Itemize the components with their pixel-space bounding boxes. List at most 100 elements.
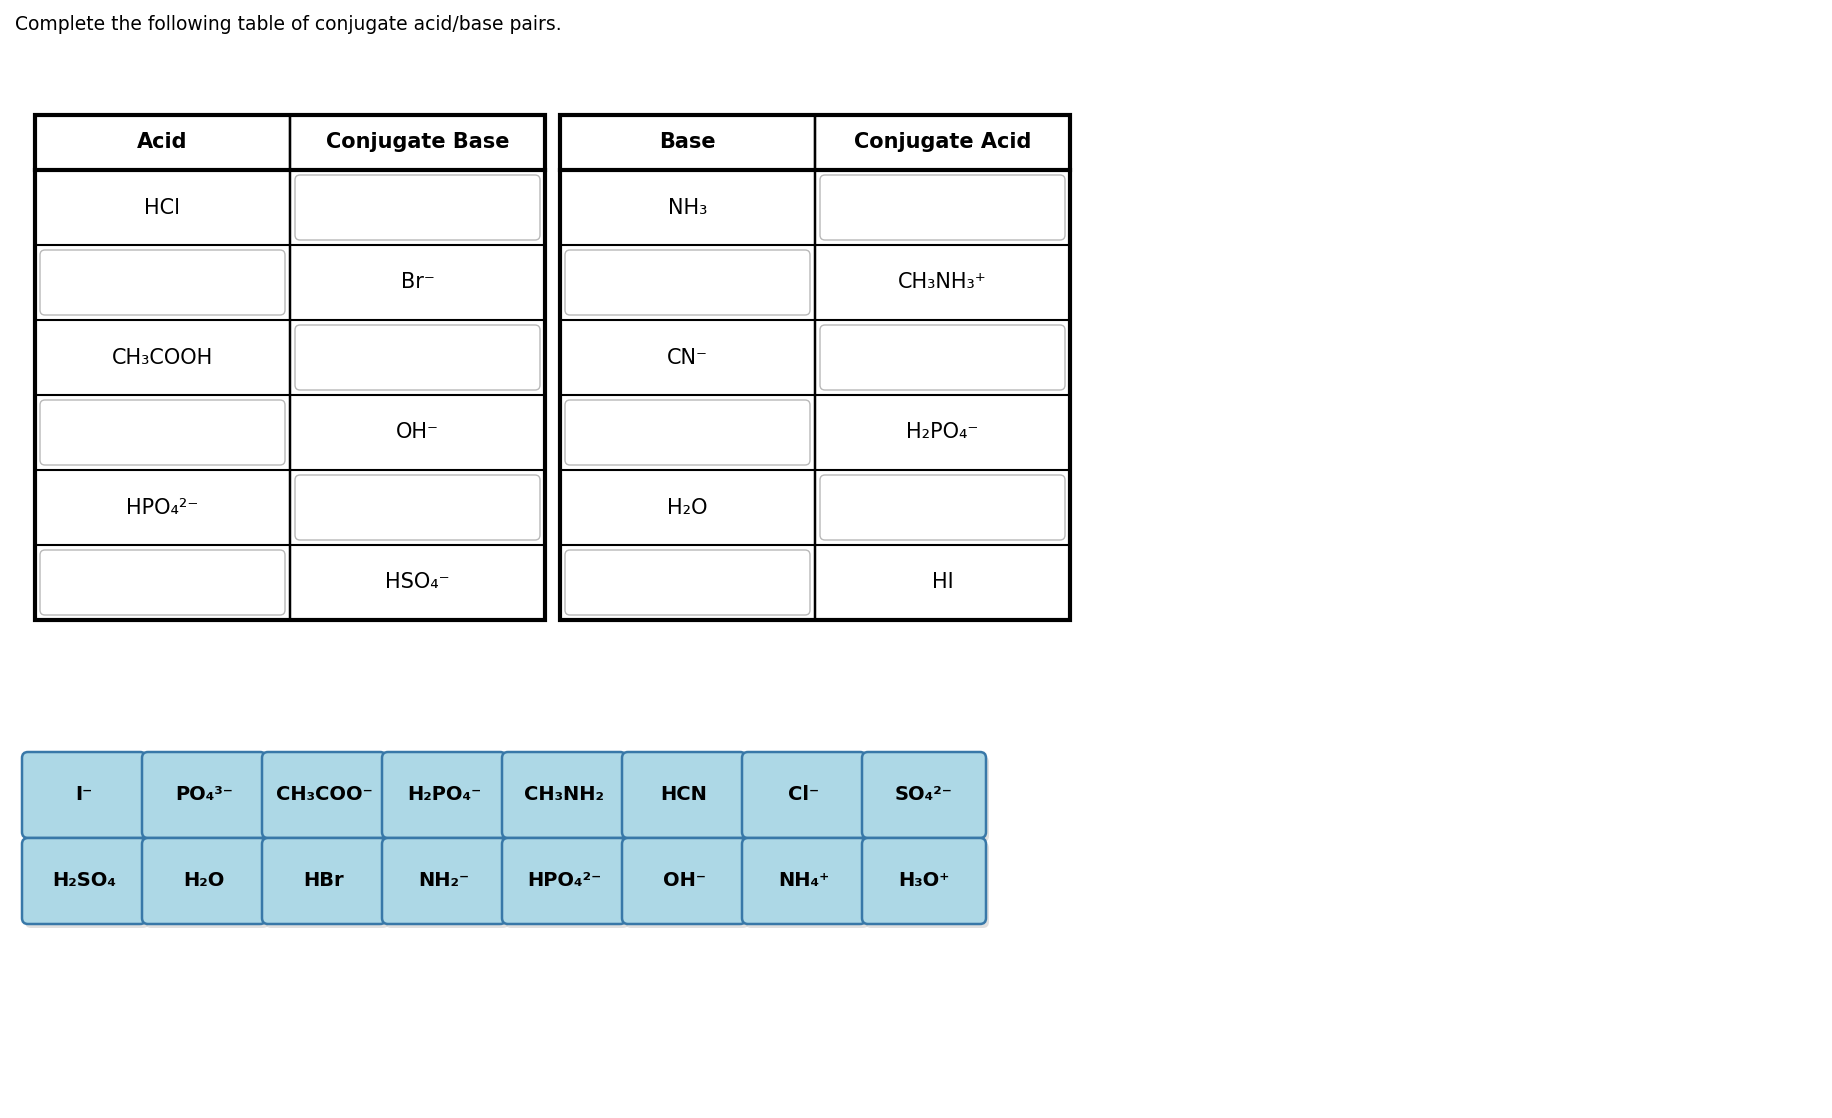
Text: NH₄⁺: NH₄⁺ [779, 872, 830, 891]
Text: H₂SO₄: H₂SO₄ [51, 872, 115, 891]
FancyBboxPatch shape [40, 250, 286, 315]
FancyBboxPatch shape [383, 838, 506, 923]
Text: H₃O⁺: H₃O⁺ [898, 872, 949, 891]
Text: CH₃COOH: CH₃COOH [112, 348, 213, 368]
Text: HPO₄²⁻: HPO₄²⁻ [126, 498, 198, 518]
FancyBboxPatch shape [865, 756, 989, 842]
FancyBboxPatch shape [40, 550, 286, 615]
FancyBboxPatch shape [26, 756, 148, 842]
Bar [35, 115, 544, 620]
FancyBboxPatch shape [863, 752, 986, 838]
Bar [35, 544, 289, 620]
FancyBboxPatch shape [22, 752, 147, 838]
Bar [561, 115, 815, 170]
FancyBboxPatch shape [502, 838, 627, 923]
Bar [561, 470, 815, 544]
FancyBboxPatch shape [385, 842, 509, 928]
Text: HCl: HCl [145, 198, 181, 218]
Text: Cl⁻: Cl⁻ [788, 786, 819, 805]
Bar [289, 170, 544, 245]
FancyBboxPatch shape [564, 550, 810, 615]
FancyBboxPatch shape [295, 475, 540, 540]
Bar [815, 320, 1070, 395]
FancyBboxPatch shape [262, 752, 387, 838]
Bar [35, 115, 544, 620]
Bar [35, 395, 289, 470]
FancyBboxPatch shape [821, 475, 1064, 540]
Text: H₂PO₄⁻: H₂PO₄⁻ [907, 423, 978, 443]
Text: HPO₄²⁻: HPO₄²⁻ [528, 872, 601, 891]
FancyBboxPatch shape [746, 756, 868, 842]
Bar [561, 395, 815, 470]
Bar [35, 170, 289, 245]
FancyBboxPatch shape [262, 838, 387, 923]
Bar [815, 395, 1070, 470]
FancyBboxPatch shape [143, 752, 266, 838]
Bar [289, 470, 544, 544]
Text: H₂PO₄⁻: H₂PO₄⁻ [407, 786, 482, 805]
FancyBboxPatch shape [865, 842, 989, 928]
FancyBboxPatch shape [145, 842, 269, 928]
Text: NH₂⁻: NH₂⁻ [418, 872, 469, 891]
Text: SO₄²⁻: SO₄²⁻ [896, 786, 953, 805]
Bar [35, 320, 289, 395]
Bar [561, 320, 815, 395]
Text: I⁻: I⁻ [75, 786, 93, 805]
FancyBboxPatch shape [623, 752, 746, 838]
Text: HBr: HBr [304, 872, 344, 891]
Bar [289, 395, 544, 470]
FancyBboxPatch shape [506, 756, 628, 842]
FancyBboxPatch shape [383, 752, 506, 838]
Text: H₂O: H₂O [183, 872, 225, 891]
FancyBboxPatch shape [266, 842, 388, 928]
FancyBboxPatch shape [742, 838, 867, 923]
FancyBboxPatch shape [502, 752, 627, 838]
Bar [561, 170, 815, 245]
FancyBboxPatch shape [742, 752, 867, 838]
Text: CH₃COO⁻: CH₃COO⁻ [275, 786, 372, 805]
Text: Br⁻: Br⁻ [401, 273, 434, 293]
Bar [561, 115, 1070, 620]
FancyBboxPatch shape [623, 838, 746, 923]
Text: Conjugate Base: Conjugate Base [326, 133, 509, 152]
Bar [815, 470, 1070, 544]
Text: PO₄³⁻: PO₄³⁻ [176, 786, 233, 805]
FancyBboxPatch shape [145, 756, 269, 842]
Text: Conjugate Acid: Conjugate Acid [854, 133, 1031, 152]
FancyBboxPatch shape [564, 400, 810, 465]
Text: Base: Base [660, 133, 716, 152]
Text: H₂O: H₂O [667, 498, 707, 518]
FancyBboxPatch shape [266, 756, 388, 842]
FancyBboxPatch shape [143, 838, 266, 923]
Bar [289, 245, 544, 320]
Bar [289, 544, 544, 620]
FancyBboxPatch shape [385, 756, 509, 842]
Text: Complete the following table of conjugate acid/base pairs.: Complete the following table of conjugat… [15, 15, 562, 34]
FancyBboxPatch shape [26, 842, 148, 928]
Text: CN⁻: CN⁻ [667, 348, 707, 368]
FancyBboxPatch shape [295, 325, 540, 390]
Bar [815, 170, 1070, 245]
FancyBboxPatch shape [863, 838, 986, 923]
Bar [35, 470, 289, 544]
FancyBboxPatch shape [625, 756, 749, 842]
Text: HI: HI [932, 572, 953, 593]
Bar [35, 245, 289, 320]
Bar [35, 115, 289, 170]
FancyBboxPatch shape [506, 842, 628, 928]
Bar [561, 245, 815, 320]
FancyBboxPatch shape [295, 176, 540, 240]
Bar [815, 115, 1070, 170]
FancyBboxPatch shape [821, 176, 1064, 240]
Text: NH₃: NH₃ [669, 198, 707, 218]
Bar [561, 115, 1070, 620]
Bar [815, 245, 1070, 320]
Bar [561, 544, 815, 620]
FancyBboxPatch shape [746, 842, 868, 928]
Text: CH₃NH₃⁺: CH₃NH₃⁺ [898, 273, 987, 293]
Text: Acid: Acid [137, 133, 187, 152]
FancyBboxPatch shape [821, 325, 1064, 390]
Bar [289, 115, 544, 170]
Bar [289, 320, 544, 395]
Text: CH₃NH₂: CH₃NH₂ [524, 786, 605, 805]
